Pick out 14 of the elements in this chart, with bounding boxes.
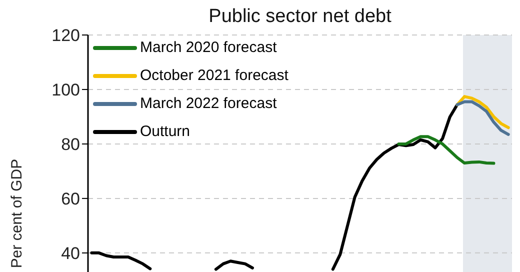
legend-label: October 2021 forecast [140, 66, 288, 86]
y-axis-title: Per cent of GDP [8, 158, 26, 268]
line-series [397, 135, 496, 165]
chart-title: Public sector net debt [208, 6, 392, 28]
y-tick-label: 80 [61, 135, 80, 154]
line-series [456, 100, 510, 136]
y-tick-label: 100 [52, 80, 80, 100]
y-tick-label: 60 [61, 189, 80, 208]
legend-label: March 2022 forecast [140, 94, 277, 114]
y-tick-label: 120 [52, 26, 80, 46]
y-tick-label: 40 [61, 244, 80, 263]
line-series [456, 95, 510, 130]
legend-label: Outturn [140, 122, 190, 142]
legend-label: March 2020 forecast [140, 38, 277, 58]
